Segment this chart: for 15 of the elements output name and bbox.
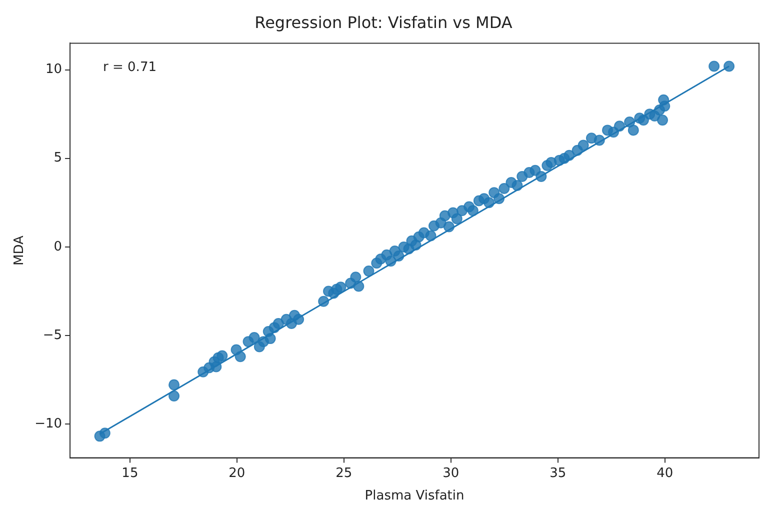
x-tick-label: 15 [122,466,138,481]
x-axis-title: Plasma Visfatin [364,488,464,504]
y-tick-label: −5 [42,328,62,343]
x-tick-label: 30 [442,466,460,481]
chart-title: Regression Plot: Visfatin vs MDA [254,12,512,32]
y-tick-label: 5 [54,150,62,166]
annotation: r = 0.71 [103,60,156,76]
x-tick-label: 25 [336,466,352,481]
y-tick-label: 0 [54,239,62,254]
y-tick-label: −10 [34,416,62,432]
x-tick-label: 20 [228,466,246,481]
x-tick-label: 40 [656,466,674,481]
x-tick-label: 35 [550,466,566,481]
y-axis-title: MDA [12,235,28,266]
y-tick-label: 10 [45,62,62,78]
